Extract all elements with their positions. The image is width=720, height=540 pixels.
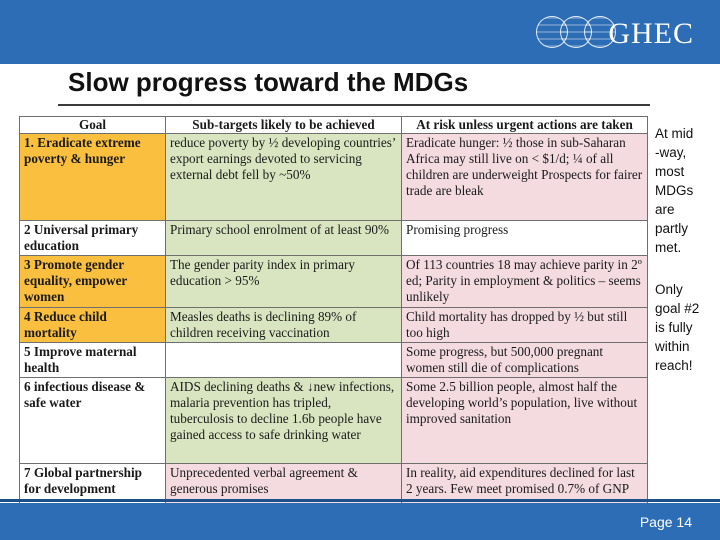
risk-cell: Child mortality has dropped by ½ but sti…	[401, 307, 648, 343]
risk-cell: Of 113 countries 18 may achieve parity i…	[401, 255, 648, 308]
risk-cell: Eradicate hunger: ½ those in sub-Saharan…	[401, 133, 648, 221]
goal-cell: 5 Improve maternal health	[19, 342, 166, 378]
table-row: 3 Promote gender equality, empower women…	[19, 255, 648, 308]
likely-cell	[165, 342, 402, 378]
title-underline	[58, 104, 650, 106]
goal-cell: 2 Universal primary education	[19, 220, 166, 256]
column-header-at-risk: At risk unless urgent actions are taken	[401, 116, 648, 134]
table-row: 5 Improve maternal health Some progress,…	[19, 342, 648, 378]
column-header-goal: Goal	[19, 116, 166, 134]
footer-band	[0, 503, 720, 540]
mdg-table: Goal Sub-targets likely to be achieved A…	[19, 116, 648, 516]
risk-cell: Some 2.5 billion people, almost half the…	[401, 377, 648, 464]
side-note-goal-2: Only goal #2 is fully within reach!	[655, 282, 700, 373]
likely-cell: AIDS declining deaths & ↓new infections,…	[165, 377, 402, 464]
likely-cell: Primary school enrolment of at least 90%	[165, 220, 402, 256]
goal-cell: 4 Reduce child mortality	[19, 307, 166, 343]
logo-text: GHEC	[608, 17, 694, 50]
slide-title: Slow progress toward the MDGs	[68, 67, 469, 97]
likely-cell: Measles deaths is declining 89% of child…	[165, 307, 402, 343]
goal-cell: 6 infectious disease & safe water	[19, 377, 166, 464]
table-row: 6 infectious disease & safe water AIDS d…	[19, 377, 648, 464]
table-row: 1. Eradicate extreme poverty & hunger re…	[19, 133, 648, 221]
risk-cell: Some progress, but 500,000 pregnant wome…	[401, 342, 648, 378]
page-number: Page 14	[639, 514, 692, 530]
table-row: 2 Universal primary education Primary sc…	[19, 220, 648, 256]
footer-divider	[0, 499, 720, 502]
ghec-logo	[530, 6, 698, 58]
side-note-partly-met: At mid -way, most MDGs are partly met.	[655, 126, 694, 255]
column-header-likely: Sub-targets likely to be achieved	[165, 116, 402, 134]
table-header-row: Goal Sub-targets likely to be achieved A…	[19, 116, 648, 134]
goal-cell: 3 Promote gender equality, empower women	[19, 255, 166, 308]
likely-cell: The gender parity index in primary educa…	[165, 255, 402, 308]
table-row: 4 Reduce child mortality Measles deaths …	[19, 307, 648, 343]
globe-icon	[584, 16, 616, 48]
likely-cell: reduce poverty by ½ developing countries…	[165, 133, 402, 221]
table-row: 7 Global partnership for development Unp…	[19, 463, 648, 516]
risk-cell: Promising progress	[401, 220, 648, 256]
goal-cell: 1. Eradicate extreme poverty & hunger	[19, 133, 166, 221]
